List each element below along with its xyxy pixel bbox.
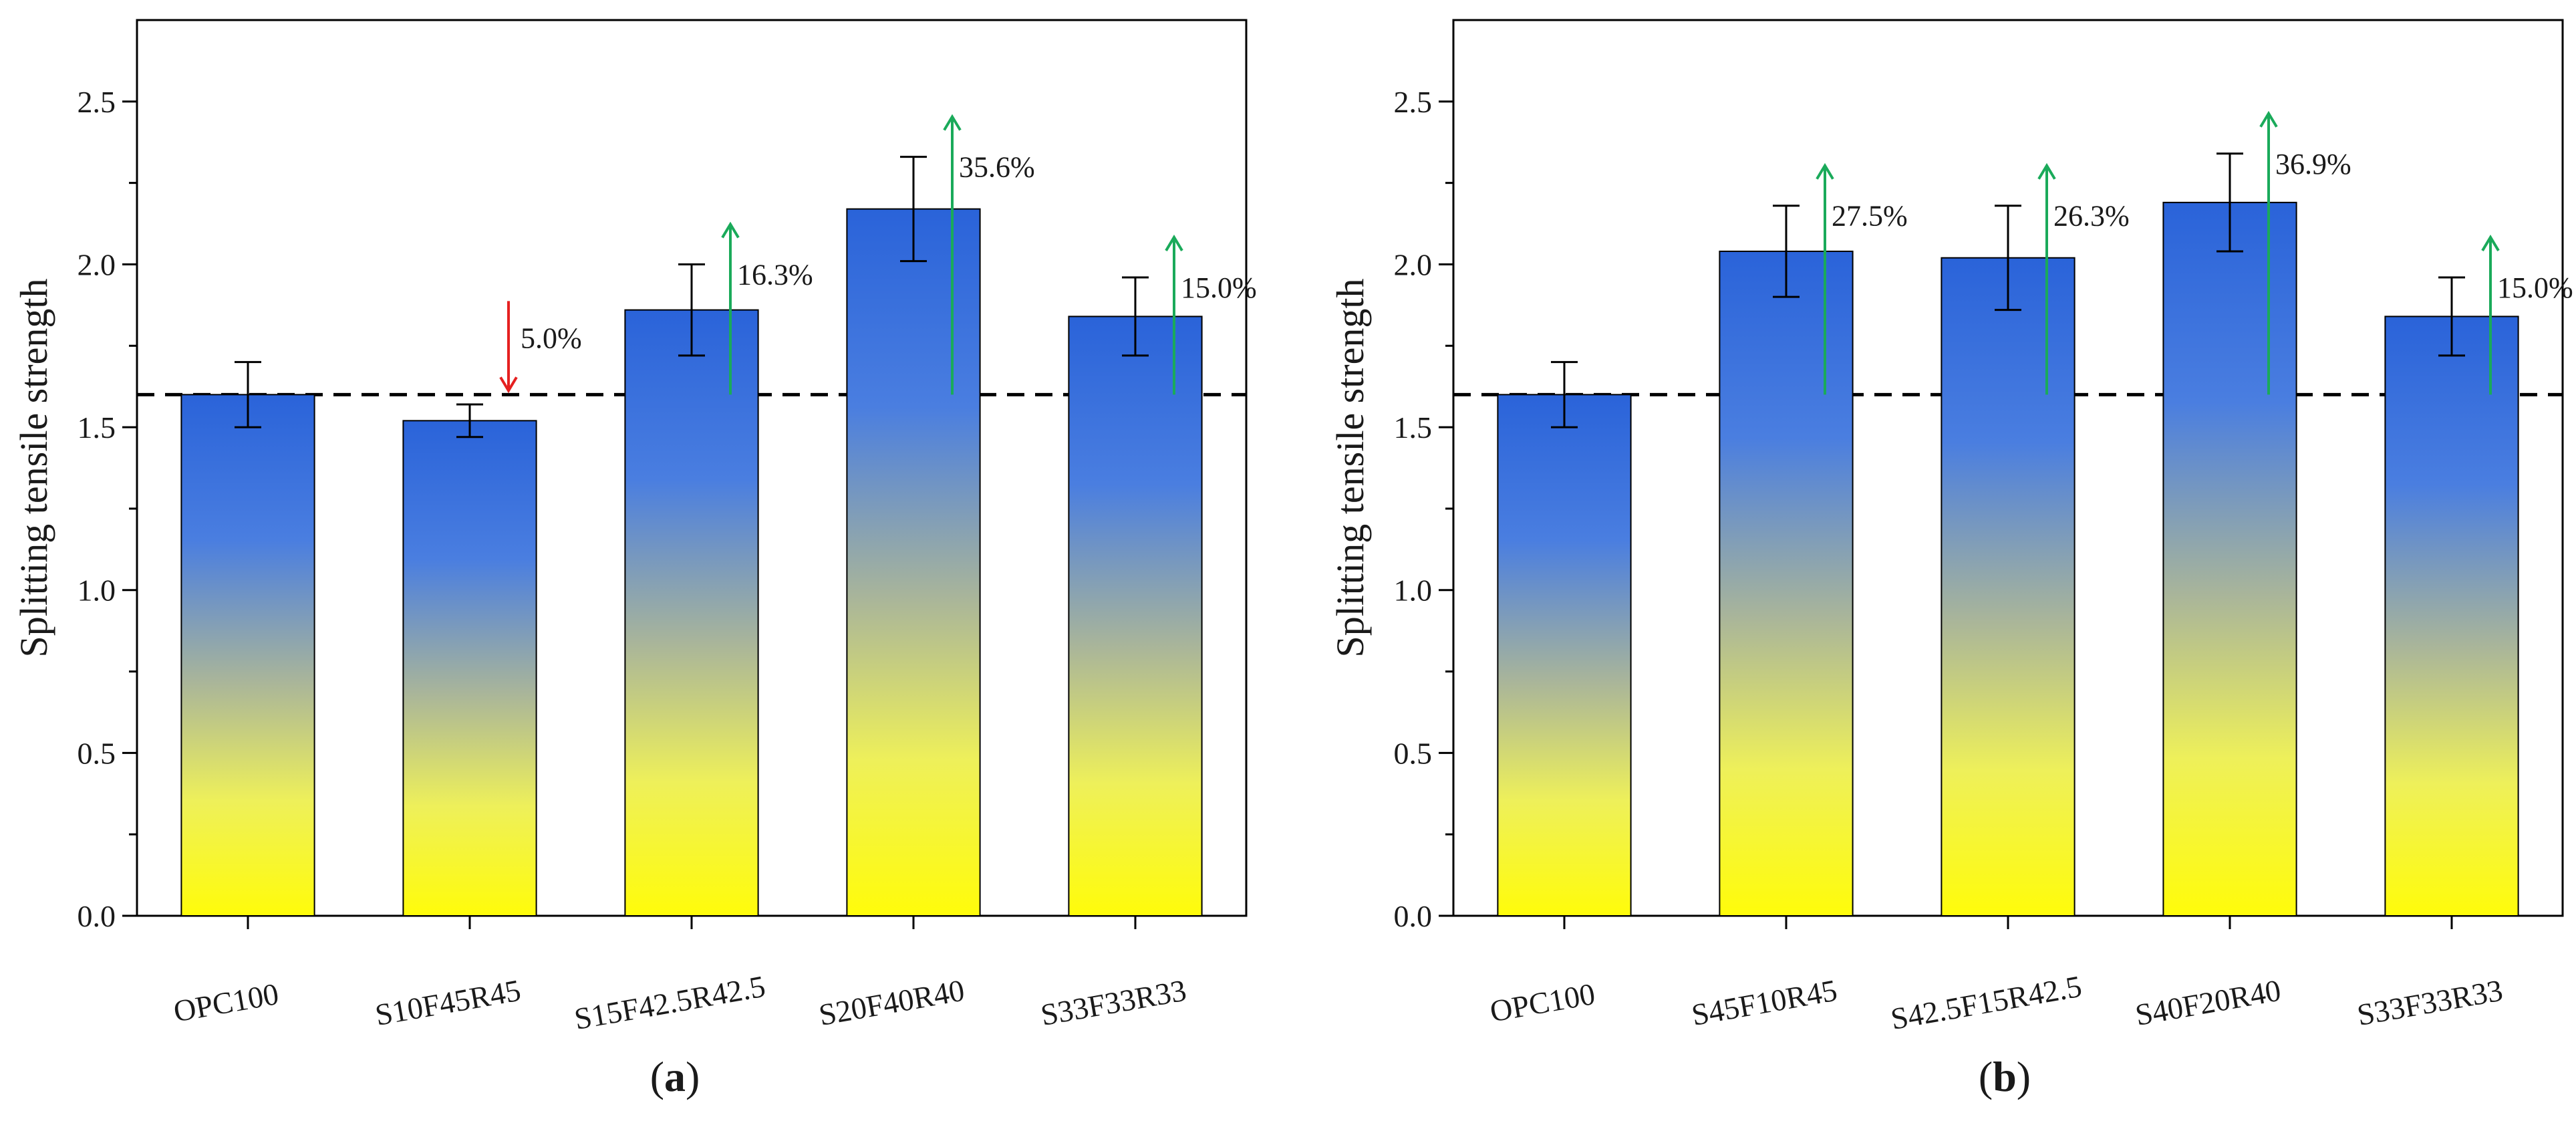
x-tick-label: S40F20R40 (2133, 973, 2283, 1032)
y-tick-label: 2.0 (78, 247, 116, 281)
bar (1719, 250, 1854, 916)
increase-arrowhead (1165, 235, 1183, 251)
x-tick-label: OPC100 (171, 977, 281, 1029)
x-tick-label: S33F33R33 (2355, 973, 2505, 1032)
change-label: 35.6% (959, 151, 1035, 184)
bar (180, 394, 315, 916)
increase-arrowhead (943, 114, 962, 131)
y-tick-label: 0.5 (78, 736, 116, 770)
y-tick-label: 0.0 (1394, 899, 1433, 933)
y-axis: 0.0 0.5 1.0 1.5 2.0 2.5 (78, 85, 137, 933)
increase-arrowhead (2037, 162, 2056, 180)
bar (2384, 316, 2519, 917)
y-tick-label: 0.0 (78, 899, 116, 933)
decrease-arrowhead (499, 376, 518, 394)
change-label: 27.5% (1832, 200, 1908, 233)
panel-a: 0.0 0.5 1.0 1.5 2.0 2.5 5.0% 16.3% 35.6% 15.0% O… (12, 19, 1257, 1100)
bars: 27.5% 26.3% 36.9% 15.0% (1497, 110, 2573, 917)
change-label: 36.9% (2275, 148, 2351, 180)
y-tick-label: 0.5 (1394, 736, 1433, 770)
y-tick-label: 2.5 (1394, 85, 1433, 119)
y-tick-label: 1.0 (1394, 574, 1433, 608)
bar (1941, 257, 2076, 916)
increase-arrowhead (1816, 162, 1834, 180)
bar (1068, 316, 1203, 917)
x-tick-labels: OPC100 S45F10R45 S42.5F15R42.5 S40F20R40 S33… (1487, 916, 2505, 1036)
x-tick-label: S33F33R33 (1038, 973, 1189, 1032)
y-tick-label: 1.0 (78, 574, 116, 608)
x-tick-label: S15F42.5R42.5 (572, 969, 768, 1036)
change-label: 15.0% (1181, 271, 1257, 304)
x-tick-label: S10F45R45 (373, 973, 523, 1032)
bars: 5.0% 16.3% 35.6% 15.0% (180, 114, 1257, 917)
increase-arrowhead (721, 221, 740, 239)
change-label: 15.0% (2497, 271, 2573, 304)
bar (402, 420, 537, 916)
x-tick-label: OPC100 (1487, 977, 1598, 1029)
y-tick-label: 2.5 (78, 85, 116, 119)
panel-letter: b (1993, 1053, 2017, 1100)
bar (846, 208, 981, 917)
y-tick-label: 1.5 (1394, 410, 1433, 445)
y-axis-label: Splitting tensile strength (12, 278, 55, 657)
x-tick-label: S45F10R45 (1689, 973, 1840, 1032)
increase-arrowhead (2259, 110, 2278, 128)
panel-label: (b) (1979, 1053, 2031, 1100)
bar (624, 309, 759, 916)
bar (1497, 394, 1632, 916)
change-label: 16.3% (737, 258, 813, 291)
y-axis: 0.0 0.5 1.0 1.5 2.0 2.5 (1394, 85, 1453, 933)
x-tick-label: S42.5F15R42.5 (1888, 969, 2084, 1036)
y-axis-label: Splitting tensile strength (1328, 278, 1372, 657)
bar (2162, 201, 2297, 917)
y-tick-label: 1.5 (78, 410, 116, 445)
x-tick-label: S20F40R40 (817, 973, 967, 1032)
x-tick-labels: OPC100 S10F45R45 S15F42.5R42.5 S20F40R40 S33… (171, 916, 1189, 1036)
y-tick-label: 2.0 (1394, 247, 1433, 281)
change-label: 26.3% (2053, 200, 2130, 233)
increase-arrowhead (2481, 235, 2500, 251)
panel-label: (a) (650, 1053, 700, 1100)
panel-b: 0.00.51.01.52.02.5 27.5% 26.3%36.9%15.0% … (1328, 19, 2573, 1100)
change-label: 5.0% (521, 322, 582, 354)
panel-letter: a (664, 1053, 686, 1100)
